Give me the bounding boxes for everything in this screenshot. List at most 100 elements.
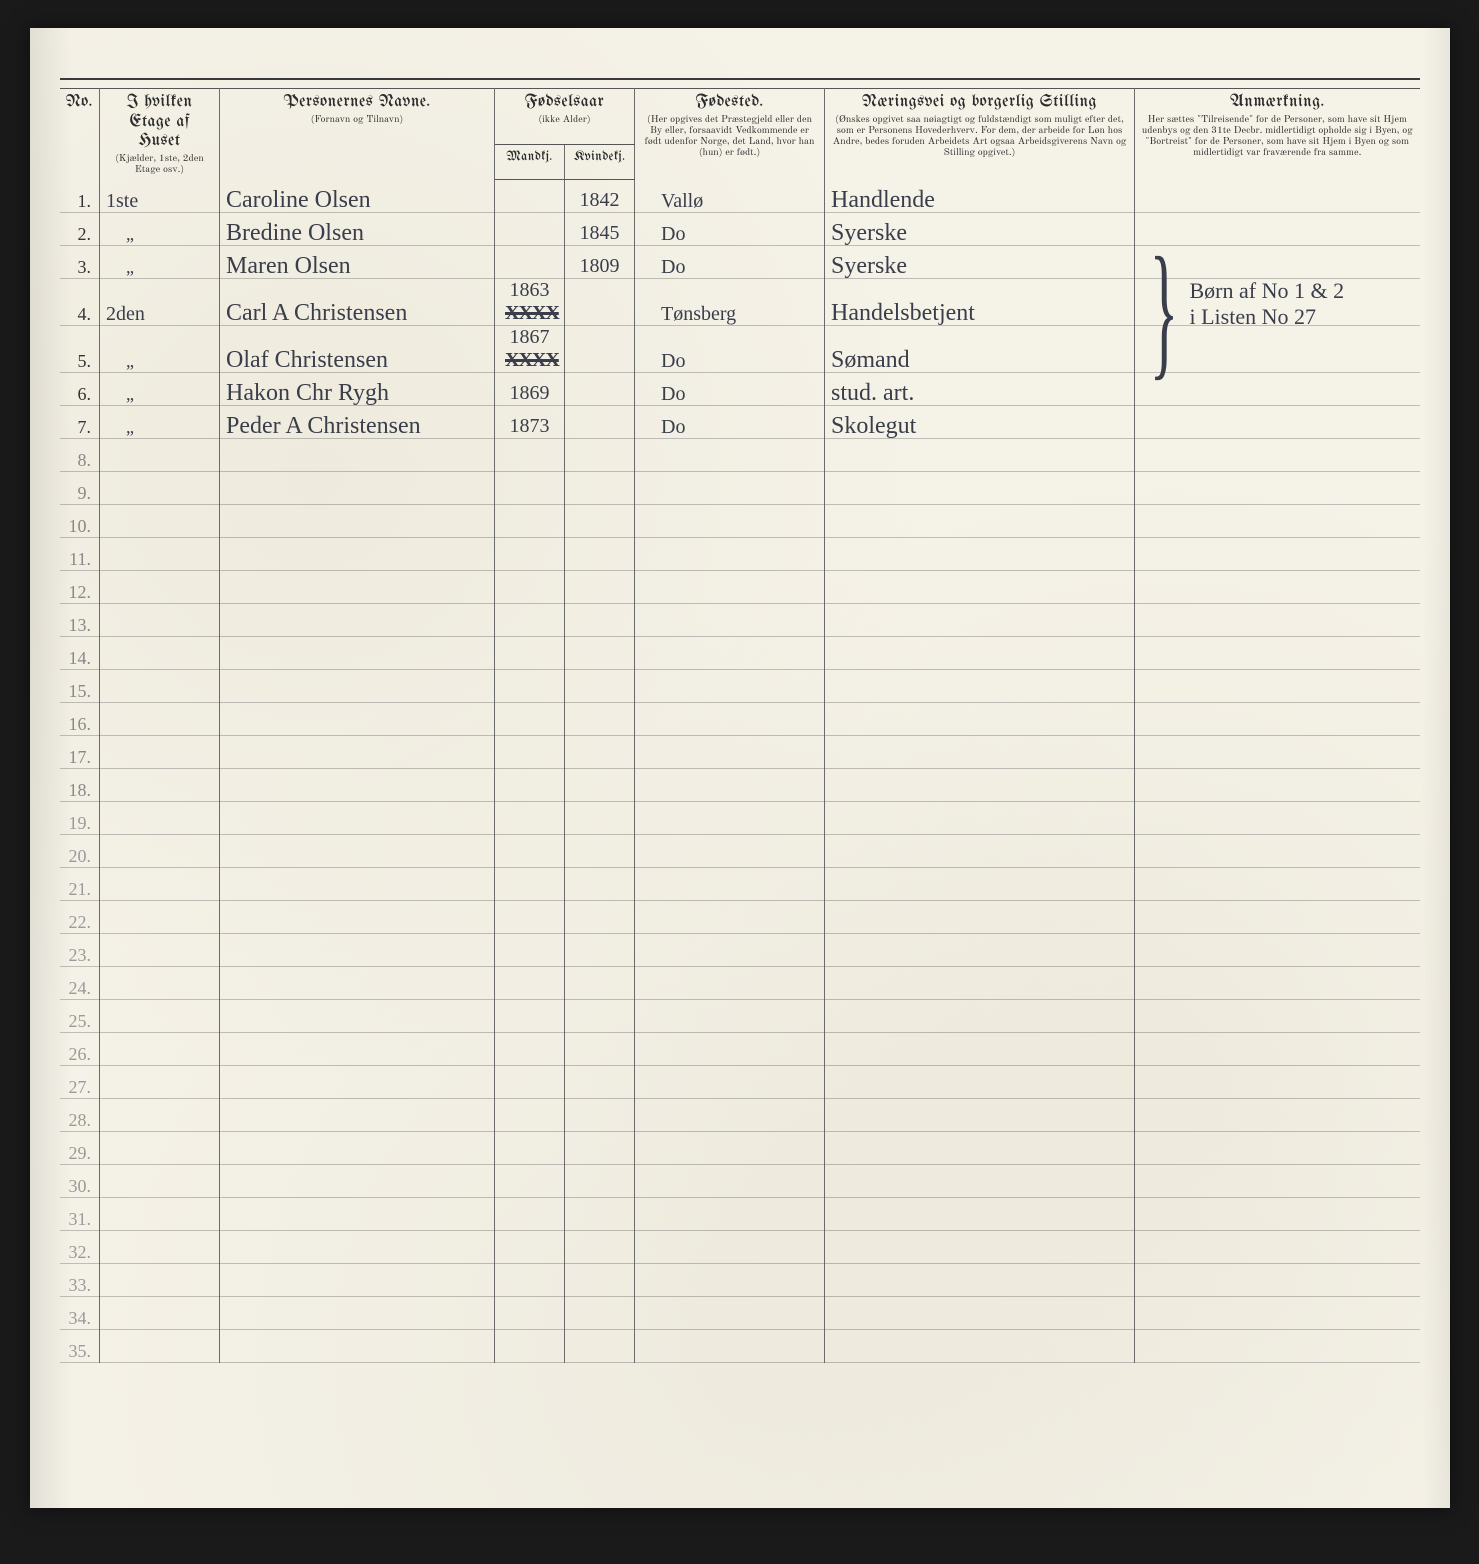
cell-year-female (565, 703, 635, 736)
cell-year-female: 1809 (565, 246, 635, 279)
cell-occupation (825, 1330, 1135, 1363)
cell-year-male (495, 934, 565, 967)
cell-name (220, 505, 495, 538)
cell-name: Caroline Olsen (220, 180, 495, 213)
cell-birthplace (635, 1066, 825, 1099)
table-row: 1.1steCaroline Olsen1842ValløHandlende (60, 180, 1420, 213)
cell-floor: „ (100, 246, 220, 279)
cell-year-female (565, 1264, 635, 1297)
cell-row-number: 5. (60, 326, 100, 373)
cell-year-male (495, 180, 565, 213)
table-row: 9. (60, 472, 1420, 505)
cell-birthplace (635, 670, 825, 703)
cell-birthplace (635, 604, 825, 637)
cell-floor (100, 472, 220, 505)
cell-floor (100, 835, 220, 868)
cell-year-male (495, 246, 565, 279)
cell-year-female (565, 1099, 635, 1132)
cell-year-male (495, 967, 565, 1000)
cell-remarks (1135, 934, 1420, 967)
cell-occupation: Handlende (825, 180, 1135, 213)
table-row: 17. (60, 736, 1420, 769)
cell-year-male (495, 472, 565, 505)
cell-year-male (495, 1330, 565, 1363)
cell-occupation (825, 505, 1135, 538)
cell-remarks (1135, 835, 1420, 868)
cell-year-male (495, 1231, 565, 1264)
cell-floor (100, 439, 220, 472)
header-floor: I hvilken Etage af Huset (Kjælder, 1ste,… (100, 89, 220, 180)
cell-birthplace (635, 1132, 825, 1165)
cell-occupation (825, 736, 1135, 769)
cell-year-male (495, 1264, 565, 1297)
cell-row-number: 12. (60, 571, 100, 604)
cell-year-female (565, 1198, 635, 1231)
cell-year-female (565, 326, 635, 373)
cell-year-male (495, 703, 565, 736)
cell-row-number: 4. (60, 279, 100, 326)
cell-remarks (1135, 769, 1420, 802)
cell-birthplace (635, 1198, 825, 1231)
brace-note-line2: i Listen No 27 (1190, 304, 1317, 329)
cell-name (220, 1198, 495, 1231)
cell-floor (100, 1099, 220, 1132)
grouping-brace: } (1149, 243, 1178, 378)
cell-name: Carl A Christensen (220, 279, 495, 326)
cell-birthplace (635, 1000, 825, 1033)
cell-row-number: 21. (60, 868, 100, 901)
cell-year-female (565, 1231, 635, 1264)
cell-year-male: 1863 XXXX (495, 279, 565, 326)
cell-year-male (495, 439, 565, 472)
cell-birthplace (635, 1297, 825, 1330)
cell-year-male: 1873 (495, 406, 565, 439)
cell-name (220, 769, 495, 802)
table-row: 3.„Maren Olsen1809DoSyerske (60, 246, 1420, 279)
cell-row-number: 3. (60, 246, 100, 279)
table-row: 2.„Bredine Olsen1845DoSyerske (60, 213, 1420, 246)
cell-floor (100, 967, 220, 1000)
cell-name (220, 703, 495, 736)
cell-name (220, 967, 495, 1000)
table-row: 24. (60, 967, 1420, 1000)
cell-floor (100, 1297, 220, 1330)
cell-year-female (565, 769, 635, 802)
cell-floor (100, 1165, 220, 1198)
cell-name (220, 868, 495, 901)
ledger-page: No. I hvilken Etage af Huset (Kjælder, 1… (30, 28, 1450, 1508)
cell-name: Bredine Olsen (220, 213, 495, 246)
cell-name (220, 670, 495, 703)
cell-row-number: 20. (60, 835, 100, 868)
cell-year-male: 1869 (495, 373, 565, 406)
cell-birthplace: Do (635, 406, 825, 439)
table-row: 28. (60, 1099, 1420, 1132)
cell-floor (100, 901, 220, 934)
cell-year-female (565, 1165, 635, 1198)
cell-year-male (495, 1000, 565, 1033)
header-birthyear: Fødselsaar (ikke Alder) (495, 89, 635, 145)
cell-year-male (495, 1099, 565, 1132)
cell-occupation (825, 769, 1135, 802)
cell-row-number: 23. (60, 934, 100, 967)
cell-floor (100, 868, 220, 901)
cell-name (220, 472, 495, 505)
cell-year-female (565, 1000, 635, 1033)
cell-year-female (565, 736, 635, 769)
cell-remarks (1135, 802, 1420, 835)
cell-year-female (565, 670, 635, 703)
cell-name (220, 1066, 495, 1099)
cell-year-female (565, 279, 635, 326)
cell-name (220, 1165, 495, 1198)
cell-year-male (495, 213, 565, 246)
cell-year-female (565, 505, 635, 538)
cell-floor (100, 505, 220, 538)
cell-name (220, 439, 495, 472)
cell-row-number: 19. (60, 802, 100, 835)
cell-name (220, 571, 495, 604)
cell-remarks (1135, 406, 1420, 439)
cell-year-male (495, 1132, 565, 1165)
cell-birthplace (635, 868, 825, 901)
cell-row-number: 25. (60, 1000, 100, 1033)
header-female: Kvindekj. (565, 145, 635, 180)
cell-year-female (565, 406, 635, 439)
cell-year-male (495, 736, 565, 769)
